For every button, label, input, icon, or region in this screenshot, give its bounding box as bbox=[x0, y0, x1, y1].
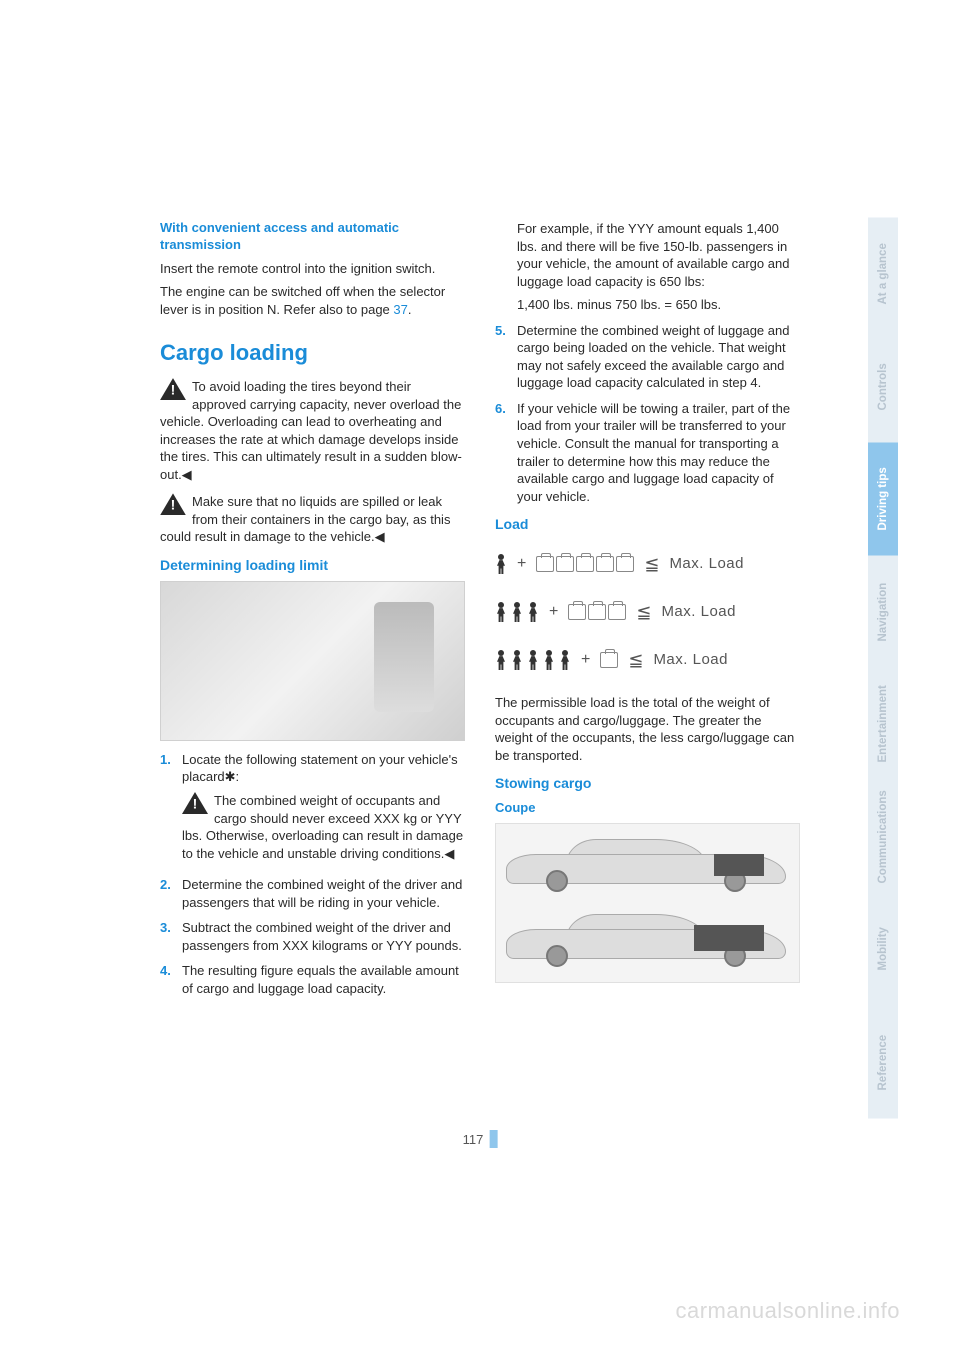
warning-overload-text: To avoid loading the tires beyond their … bbox=[160, 379, 462, 482]
page-number-value: 117 bbox=[463, 1132, 484, 1147]
example-calc: 1,400 lbs. minus 750 lbs. = 650 lbs. bbox=[517, 296, 800, 314]
content-columns: With convenient access and automatic tra… bbox=[160, 220, 800, 1005]
step-5: 5. Determine the combined weight of lugg… bbox=[495, 322, 800, 392]
para-insert-remote: Insert the remote control into the ignit… bbox=[160, 260, 465, 278]
load-row-2: + ≦ Max. Load bbox=[495, 588, 800, 636]
luggage-icon bbox=[608, 604, 626, 620]
step-6-text: If your vehicle will be towing a trailer… bbox=[517, 400, 800, 505]
person-icon bbox=[527, 602, 539, 622]
section-tabs: At a glance Controls Driving tips Naviga… bbox=[868, 218, 898, 1118]
person-icon bbox=[495, 554, 507, 574]
max-load-label: Max. Load bbox=[669, 554, 744, 574]
tab-communications[interactable]: Communications bbox=[868, 781, 898, 894]
load-description: The permissible load is the total of the… bbox=[495, 694, 800, 764]
step-1-warning: The combined weight of occupants and car… bbox=[182, 792, 465, 862]
tab-navigation[interactable]: Navigation bbox=[868, 556, 898, 669]
luggage-icon bbox=[568, 604, 586, 620]
figure-coupe-cargo bbox=[495, 823, 800, 983]
warning-liquids-text: Make sure that no liquids are spilled or… bbox=[160, 494, 450, 544]
warning-overload: To avoid loading the tires beyond their … bbox=[160, 378, 465, 483]
step-5-text: Determine the combined weight of luggage… bbox=[517, 322, 800, 392]
figure-load-diagram: + ≦ Max. Load + ≦ Max. Load + ≦ bbox=[495, 540, 800, 684]
person-icon bbox=[559, 650, 571, 670]
luggage-icon bbox=[588, 604, 606, 620]
step-3-text: Subtract the combined weight of the driv… bbox=[182, 919, 465, 954]
load-row-3: + ≦ Max. Load bbox=[495, 636, 800, 684]
warning-icon bbox=[160, 493, 186, 515]
warning-icon bbox=[182, 792, 208, 814]
leq-sign: ≦ bbox=[644, 552, 659, 576]
steps-list-cont: 5. Determine the combined weight of lugg… bbox=[495, 322, 800, 505]
tab-at-a-glance[interactable]: At a glance bbox=[868, 218, 898, 331]
left-column: With convenient access and automatic tra… bbox=[160, 220, 465, 1005]
luggage-icon bbox=[536, 556, 554, 572]
person-icon bbox=[511, 602, 523, 622]
step-number: 3. bbox=[160, 919, 182, 954]
step-1-warning-text: The combined weight of occupants and car… bbox=[182, 793, 463, 861]
luggage-icon bbox=[576, 556, 594, 572]
step-number: 1. bbox=[160, 751, 182, 868]
text-engine-off-b: . bbox=[408, 302, 412, 317]
watermark: carmanualsonline.info bbox=[675, 1298, 900, 1324]
page-number-bar bbox=[489, 1130, 497, 1148]
step-1: 1. Locate the following statement on you… bbox=[160, 751, 465, 868]
luggage-icon bbox=[556, 556, 574, 572]
step-number: 4. bbox=[160, 962, 182, 997]
heading-cargo-loading: Cargo loading bbox=[160, 338, 465, 368]
page-number: 117 bbox=[463, 1130, 498, 1148]
heading-convenient-access: With convenient access and automatic tra… bbox=[160, 220, 465, 254]
car-illustration-1 bbox=[506, 834, 786, 894]
right-column: For example, if the YYY amount equals 1,… bbox=[495, 220, 800, 1005]
tab-entertainment[interactable]: Entertainment bbox=[868, 668, 898, 781]
max-load-label: Max. Load bbox=[661, 602, 736, 622]
step-number: 6. bbox=[495, 400, 517, 505]
car-illustration-2 bbox=[506, 909, 786, 969]
para-engine-off: The engine can be switched off when the … bbox=[160, 283, 465, 318]
step-2: 2. Determine the combined weight of the … bbox=[160, 876, 465, 911]
luggage-icon bbox=[596, 556, 614, 572]
heading-coupe: Coupe bbox=[495, 799, 800, 817]
max-load-label: Max. Load bbox=[653, 650, 728, 670]
step-4-text: The resulting figure equals the availabl… bbox=[182, 962, 465, 997]
plus-sign: + bbox=[581, 649, 590, 671]
page-link-37[interactable]: 37 bbox=[393, 302, 407, 317]
step-3: 3. Subtract the combined weight of the d… bbox=[160, 919, 465, 954]
manual-page: With convenient access and automatic tra… bbox=[0, 0, 960, 1358]
heading-load: Load bbox=[495, 515, 800, 534]
step-number: 2. bbox=[160, 876, 182, 911]
leq-sign: ≦ bbox=[628, 648, 643, 672]
person-icon bbox=[495, 602, 507, 622]
tab-reference[interactable]: Reference bbox=[868, 1006, 898, 1119]
warning-icon bbox=[160, 378, 186, 400]
step-1-text: Locate the following statement on your v… bbox=[182, 752, 458, 785]
plus-sign: + bbox=[549, 601, 558, 623]
step-2-text: Determine the combined weight of the dri… bbox=[182, 876, 465, 911]
person-icon bbox=[495, 650, 507, 670]
tab-controls[interactable]: Controls bbox=[868, 331, 898, 444]
heading-determining-limit: Determining loading limit bbox=[160, 556, 465, 575]
plus-sign: + bbox=[517, 553, 526, 575]
warning-liquids: Make sure that no liquids are spilled or… bbox=[160, 493, 465, 546]
tab-driving-tips[interactable]: Driving tips bbox=[868, 443, 898, 556]
luggage-icon bbox=[600, 652, 618, 668]
person-icon bbox=[511, 650, 523, 670]
step-6: 6. If your vehicle will be towing a trai… bbox=[495, 400, 800, 505]
example-para: For example, if the YYY amount equals 1,… bbox=[517, 220, 800, 290]
person-icon bbox=[527, 650, 539, 670]
tab-mobility[interactable]: Mobility bbox=[868, 893, 898, 1006]
figure-door-placard bbox=[160, 581, 465, 741]
steps-list: 1. Locate the following statement on you… bbox=[160, 751, 465, 998]
luggage-icon bbox=[616, 556, 634, 572]
leq-sign: ≦ bbox=[636, 600, 651, 624]
person-icon bbox=[543, 650, 555, 670]
step-number: 5. bbox=[495, 322, 517, 392]
heading-stowing-cargo: Stowing cargo bbox=[495, 774, 800, 793]
step-4: 4. The resulting figure equals the avail… bbox=[160, 962, 465, 997]
load-row-1: + ≦ Max. Load bbox=[495, 540, 800, 588]
